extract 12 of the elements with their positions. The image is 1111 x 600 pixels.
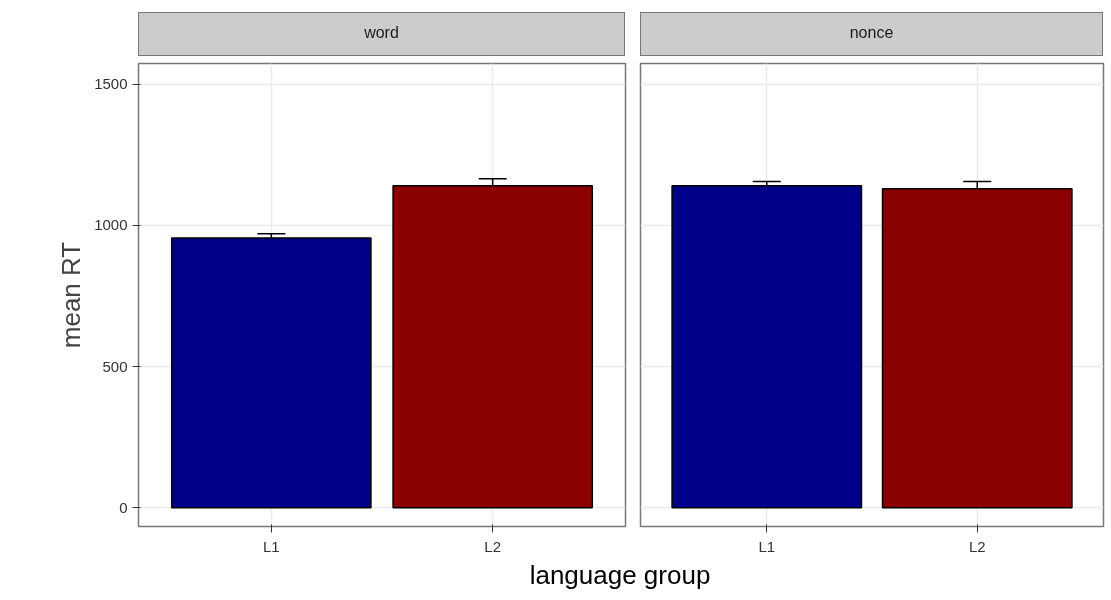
x-tick-label: L1 [262,537,280,555]
y-tick-label: 500 [102,357,128,375]
x-tick-label: L2 [968,537,986,555]
x-tick-label: L1 [758,537,776,555]
y-tick-label: 1000 [94,216,128,234]
x-tick-label: L2 [484,537,502,555]
x-axis-title: language group [529,559,711,592]
y-tick-label: 0 [119,498,128,516]
y-axis-title: mean RT [56,241,87,349]
chart-title: word [364,23,399,43]
y-tick-label: 1500 [94,75,128,93]
chart-title: nonce [849,23,894,43]
